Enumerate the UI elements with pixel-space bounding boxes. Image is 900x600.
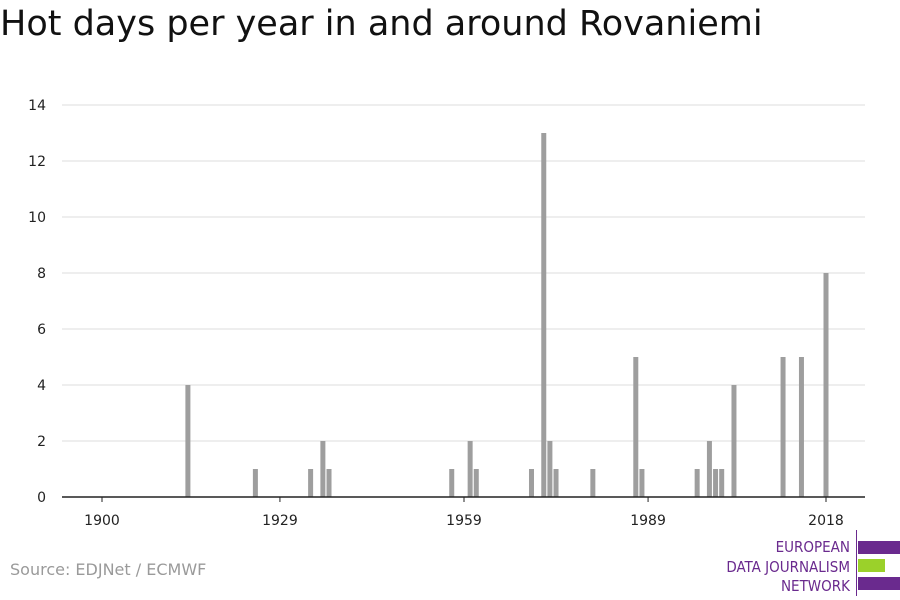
y-tick-label: 12 xyxy=(28,154,46,170)
bar xyxy=(798,357,804,497)
edjnet-logo: EUROPEAN DATA JOURNALISM NETWORK xyxy=(690,530,900,597)
bar xyxy=(320,441,326,497)
bar-series xyxy=(185,133,829,497)
bar xyxy=(639,469,645,497)
bar xyxy=(252,469,258,497)
y-tick-labels: 0 2 4 6 8 10 12 14 xyxy=(28,98,46,506)
logo-line-3: NETWORK xyxy=(780,577,850,595)
bar xyxy=(326,469,332,497)
bar xyxy=(706,441,712,497)
bar xyxy=(713,469,719,497)
bar xyxy=(308,469,314,497)
bar xyxy=(694,469,700,497)
bar xyxy=(590,469,596,497)
x-tick-labels: 1900 1929 1959 1989 2018 xyxy=(84,513,844,529)
y-tick-label: 2 xyxy=(37,434,46,450)
bar xyxy=(467,441,473,497)
bar xyxy=(528,469,534,497)
bar xyxy=(823,273,829,497)
logo-bar-bottom xyxy=(858,577,900,590)
logo-divider xyxy=(856,530,857,596)
y-tick-label: 6 xyxy=(37,322,46,338)
chart-title: Hot days per year in and around Rovaniem… xyxy=(0,4,763,44)
y-tick-label: 14 xyxy=(28,98,46,114)
y-tick-label: 8 xyxy=(37,266,46,282)
bar xyxy=(553,469,559,497)
bar xyxy=(541,133,547,497)
source-note: Source: EDJNet / ECMWF xyxy=(10,560,207,579)
logo-text: EUROPEAN DATA JOURNALISM NETWORK xyxy=(726,538,850,597)
x-tick-label: 1900 xyxy=(84,513,120,529)
logo-bar-top xyxy=(858,541,900,554)
bar xyxy=(731,385,737,497)
bar xyxy=(449,469,455,497)
bar xyxy=(780,357,786,497)
bar xyxy=(547,441,553,497)
bar xyxy=(473,469,479,497)
x-tick-label: 1929 xyxy=(262,513,298,529)
x-tick-label: 1989 xyxy=(630,513,666,529)
bar xyxy=(633,357,639,497)
logo-line-2: DATA JOURNALISM xyxy=(726,557,850,576)
y-tick-label: 0 xyxy=(37,490,46,506)
logo-bar-middle xyxy=(858,559,885,572)
bar xyxy=(185,385,191,497)
axes xyxy=(62,496,865,502)
gridlines xyxy=(62,104,865,442)
logo-line-1: EUROPEAN xyxy=(775,538,850,556)
x-tick-label: 2018 xyxy=(808,513,844,529)
y-tick-label: 4 xyxy=(37,378,46,394)
x-tick-label: 1959 xyxy=(446,513,482,529)
y-tick-label: 10 xyxy=(28,210,46,226)
bar xyxy=(719,469,725,497)
